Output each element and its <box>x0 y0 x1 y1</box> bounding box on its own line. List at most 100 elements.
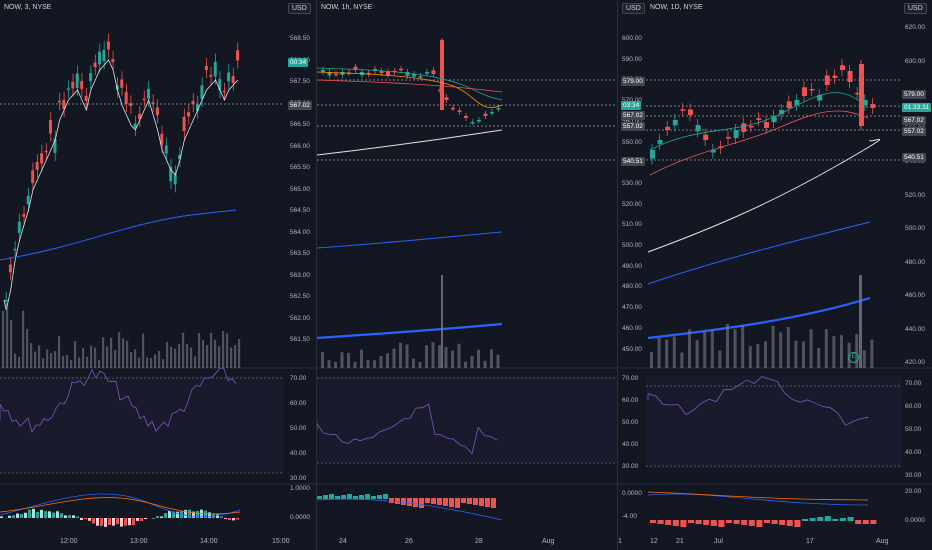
volume-bar <box>174 348 177 368</box>
pane-divider[interactable] <box>617 0 618 550</box>
volume-bar <box>58 336 61 368</box>
macd-histogram-bar <box>710 520 717 526</box>
volume-bar <box>779 332 783 368</box>
volume-bar <box>62 355 65 368</box>
candle-body <box>764 121 769 128</box>
volume-bar <box>718 350 722 368</box>
price-axis-label: 563.50 <box>290 250 310 257</box>
volume-bar <box>379 355 383 368</box>
volume-bar <box>178 343 181 368</box>
macd-histogram-bar <box>172 511 175 518</box>
macd-histogram-bar <box>24 512 27 518</box>
volume-bar <box>222 330 225 368</box>
volume-bar <box>106 346 109 368</box>
chart-pane-3min[interactable]: NOW, 3, NYSE USD <box>0 0 316 550</box>
symbol-label[interactable]: NOW, 3, NYSE <box>4 4 52 11</box>
candle-body <box>44 150 48 153</box>
rsi-axis-label: 40.00 <box>622 441 639 448</box>
macd-histogram-bar <box>870 520 877 524</box>
macd-histogram-bar <box>329 494 334 499</box>
price-axis-label: 600.00 <box>905 57 925 65</box>
candle-body <box>26 195 30 205</box>
macd-histogram-bar <box>176 511 179 518</box>
macd-histogram-bar <box>733 520 740 524</box>
currency-button[interactable]: USD <box>288 3 311 14</box>
candle-body <box>17 221 21 233</box>
candle-body <box>66 88 70 90</box>
ma-line <box>649 92 869 151</box>
volume-bar <box>218 346 221 368</box>
volume-bar <box>399 342 402 368</box>
rsi-axis-label: 70.00 <box>290 375 307 382</box>
time-axis-label: 1 <box>618 538 622 545</box>
candle-body <box>187 112 191 117</box>
candle-body <box>222 90 226 93</box>
macd-histogram-bar <box>847 517 854 521</box>
macd-histogram-bar <box>88 518 91 521</box>
price-tag: 579.00 <box>621 77 645 86</box>
pane-divider[interactable] <box>316 0 317 550</box>
candle-body <box>93 62 97 68</box>
volume-bar <box>470 355 474 368</box>
macd-histogram-bar <box>156 515 159 518</box>
volume-bar <box>862 350 866 368</box>
candle-body <box>412 74 416 77</box>
macd-histogram-bar <box>395 498 400 504</box>
macd-histogram-bar <box>204 510 207 518</box>
chart-pane-1h[interactable]: NOW, 1h, NYSE <box>317 0 617 550</box>
price-tag: 01:33:31 <box>902 103 932 112</box>
chart-plot-3min[interactable] <box>0 0 316 550</box>
candle-body <box>22 214 26 217</box>
volume-bar <box>405 344 409 368</box>
macd-histogram-bar <box>60 513 63 518</box>
candle-body <box>490 112 494 114</box>
rsi-axis-label: 30.00 <box>905 472 922 479</box>
candle-body <box>102 49 106 62</box>
macd-histogram-bar <box>208 512 211 518</box>
currency-button[interactable]: USD <box>904 3 927 14</box>
symbol-label[interactable]: NOW, 1h, NYSE <box>321 4 373 11</box>
price-axis-label: 566.00 <box>290 142 310 150</box>
macd-histogram-bar <box>794 520 801 527</box>
macd-histogram-bar <box>216 514 219 518</box>
volume-bar <box>238 338 241 368</box>
volume-bar <box>657 338 661 368</box>
volume-bar <box>78 357 81 368</box>
macd-histogram-bar <box>479 498 484 506</box>
volume-bar <box>170 346 173 368</box>
volume-bar <box>70 359 73 368</box>
volume-bar <box>34 351 37 368</box>
volume-bar <box>46 349 49 368</box>
candle-body <box>470 122 475 124</box>
candle-body <box>483 113 488 116</box>
chart-pane-1d[interactable]: USD NOW, 1D, NYSE USD <box>618 0 932 550</box>
volume-bar <box>786 326 790 368</box>
price-tag: 567.02 <box>288 101 312 110</box>
event-marker-icon[interactable]: E <box>848 352 859 363</box>
ma-line-long <box>647 221 871 285</box>
volume-bar <box>130 351 133 368</box>
rsi-axis-label: 50.00 <box>905 426 922 433</box>
candle-body <box>748 125 754 128</box>
chart-plot-1h[interactable] <box>317 0 617 550</box>
candle-body <box>4 299 8 302</box>
candle-body <box>62 99 66 110</box>
candle-body <box>832 75 838 78</box>
chart-plot-1d[interactable] <box>618 0 932 550</box>
volume-bar <box>94 347 97 368</box>
macd-histogram-bar <box>449 498 454 507</box>
volume-bar <box>14 353 17 368</box>
macd-histogram-bar <box>56 511 59 518</box>
price-axis-label: 480.00 <box>905 258 925 266</box>
symbol-label[interactable]: NOW, 1D, NYSE <box>650 4 703 11</box>
ma-line <box>317 79 503 93</box>
macd-histogram-bar <box>855 520 862 524</box>
candle-body <box>353 66 358 70</box>
macd-histogram-bar <box>140 518 143 522</box>
macd-histogram-bar <box>695 520 702 524</box>
candle-body <box>817 95 823 101</box>
currency-button[interactable]: USD <box>622 3 645 14</box>
macd-axis-label: 20.00 <box>905 488 922 495</box>
macd-histogram-bar <box>425 498 430 503</box>
time-axis-label: 17 <box>806 538 814 545</box>
